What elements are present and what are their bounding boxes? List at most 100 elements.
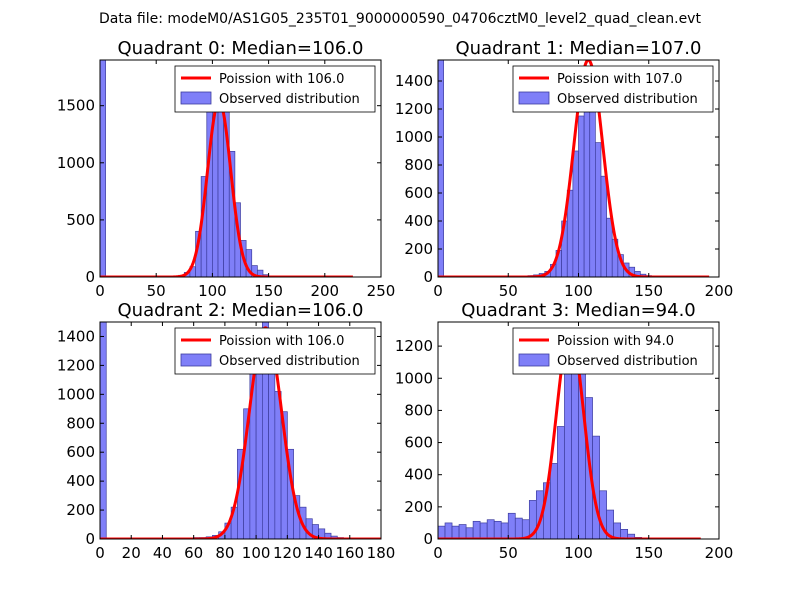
chart-title: Quadrant 2: Median=106.0 bbox=[118, 300, 364, 321]
histogram-bar bbox=[472, 520, 481, 539]
x-tick-label: 180 bbox=[367, 544, 396, 562]
histogram-bar bbox=[627, 533, 636, 539]
histogram-bar bbox=[451, 525, 460, 539]
legend-bar-swatch bbox=[518, 91, 550, 105]
y-tick-label: 1000 bbox=[57, 385, 95, 403]
y-tick-label: 200 bbox=[66, 501, 95, 519]
histogram-bar bbox=[100, 322, 107, 539]
y-tick-label: 400 bbox=[404, 466, 433, 484]
histogram-bar bbox=[100, 60, 106, 277]
histogram-bar bbox=[589, 101, 596, 277]
histogram-bar bbox=[583, 94, 591, 277]
y-tick-label: 1000 bbox=[395, 128, 433, 146]
histogram-bar bbox=[217, 105, 224, 277]
x-tick-label: 40 bbox=[153, 544, 172, 562]
y-tick-label: 600 bbox=[404, 184, 433, 202]
histogram-bar bbox=[507, 512, 516, 539]
legend: Poission with 106.0 Observed distribution bbox=[174, 327, 376, 375]
histogram-bar bbox=[465, 527, 474, 539]
x-tick-label: 60 bbox=[184, 544, 203, 562]
histogram-bar bbox=[564, 353, 572, 539]
x-tick-label: 100 bbox=[242, 544, 271, 562]
histogram-bar bbox=[268, 350, 276, 539]
y-tick-label: 600 bbox=[404, 434, 433, 452]
histogram-bar bbox=[438, 60, 444, 277]
poisson-fit-line bbox=[100, 99, 354, 277]
y-tick-label: 200 bbox=[404, 498, 433, 516]
y-tick-label: 1200 bbox=[57, 356, 95, 374]
poisson-fit-line bbox=[438, 60, 710, 277]
histogram-bar bbox=[514, 517, 523, 539]
histogram-bars bbox=[438, 60, 652, 277]
x-tick-label: 0 bbox=[433, 282, 443, 300]
y-tick-label: 400 bbox=[66, 472, 95, 490]
legend-label-observed: Observed distribution bbox=[219, 92, 360, 107]
histogram-bar bbox=[257, 269, 264, 277]
legend-label-fit: Poission with 106.0 bbox=[219, 334, 344, 349]
chart-title: Quadrant 0: Median=106.0 bbox=[118, 38, 364, 59]
histogram-bar bbox=[486, 519, 495, 539]
chart-title: Quadrant 1: Median=107.0 bbox=[456, 38, 702, 59]
y-tick-label: 1000 bbox=[57, 154, 95, 172]
y-tick-label: 500 bbox=[66, 211, 95, 229]
x-tick-label: 150 bbox=[634, 282, 663, 300]
legend: Poission with 106.0 Observed distribution bbox=[174, 65, 376, 113]
x-tick-label: 100 bbox=[198, 282, 227, 300]
histogram-bar bbox=[572, 150, 579, 277]
x-tick-label: 100 bbox=[564, 544, 593, 562]
y-tick-label: 800 bbox=[404, 156, 433, 174]
legend-label-observed: Observed distribution bbox=[557, 92, 698, 107]
x-tick-label: 120 bbox=[273, 544, 302, 562]
x-tick-label: 0 bbox=[95, 544, 105, 562]
legend-label-fit: Poission with 94.0 bbox=[557, 334, 674, 349]
x-tick-label: 150 bbox=[254, 282, 283, 300]
quadrant-2-chart: 0 20 40 60 80 100 120 140 160 180 0 200 400 600 800 100… bbox=[57, 300, 396, 562]
legend-label-fit: Poission with 107.0 bbox=[557, 72, 682, 87]
x-tick-label: 150 bbox=[634, 544, 663, 562]
y-tick-label: 600 bbox=[66, 443, 95, 461]
x-tick-label: 200 bbox=[705, 282, 734, 300]
y-tick-label: 1000 bbox=[395, 369, 433, 387]
legend-bar-swatch bbox=[180, 353, 212, 367]
y-tick-label: 0 bbox=[423, 268, 433, 286]
legend-label-observed: Observed distribution bbox=[219, 354, 360, 369]
legend-label-observed: Observed distribution bbox=[557, 354, 698, 369]
x-tick-label: 50 bbox=[499, 282, 518, 300]
legend-bar-swatch bbox=[180, 91, 212, 105]
quadrant-3-chart: 0 50 100 150 200 0 200 400 600 800 1000 1200 Quadran… bbox=[395, 300, 734, 562]
histogram-bar bbox=[438, 525, 446, 539]
x-tick-label: 20 bbox=[122, 544, 141, 562]
x-tick-label: 200 bbox=[310, 282, 339, 300]
legend: Poission with 107.0 Observed distribution bbox=[512, 65, 714, 113]
quadrant-1-chart: 0 50 100 150 200 0 200 400 600 800 1000 1200 1400 Qua… bbox=[395, 38, 734, 300]
histogram-bar bbox=[274, 391, 282, 539]
histogram-bar bbox=[500, 522, 509, 539]
histogram-bar bbox=[595, 142, 602, 277]
figure-suptitle: Data file: modeM0/AS1G05_235T01_90000005… bbox=[99, 11, 701, 27]
histogram-bar bbox=[557, 426, 565, 539]
quadrant-0-chart: 0 50 100 150 200 250 0 500 1000 1500 Quadrant 0: M… bbox=[57, 38, 396, 300]
y-tick-label: 800 bbox=[66, 414, 95, 432]
histogram-bar bbox=[578, 115, 585, 277]
histogram-bar bbox=[493, 520, 502, 539]
y-tick-label: 1200 bbox=[395, 337, 433, 355]
histogram-bar bbox=[458, 524, 467, 539]
y-tick-label: 0 bbox=[423, 530, 433, 548]
histogram-bars bbox=[100, 60, 275, 277]
x-tick-label: 250 bbox=[367, 282, 396, 300]
legend-bar-swatch bbox=[518, 353, 550, 367]
y-tick-label: 0 bbox=[85, 268, 95, 286]
legend: Poission with 94.0 Observed distribution bbox=[512, 327, 714, 375]
y-tick-label: 200 bbox=[404, 240, 433, 258]
histogram-bar bbox=[479, 522, 488, 539]
x-tick-label: 50 bbox=[499, 544, 518, 562]
chart-title: Quadrant 3: Median=94.0 bbox=[461, 300, 696, 321]
x-tick-label: 0 bbox=[433, 544, 443, 562]
x-tick-label: 160 bbox=[335, 544, 364, 562]
y-tick-label: 0 bbox=[85, 530, 95, 548]
axes-frame bbox=[99, 59, 382, 278]
histogram-bar bbox=[444, 522, 453, 539]
y-tick-label: 1400 bbox=[57, 327, 95, 345]
x-tick-label: 100 bbox=[564, 282, 593, 300]
